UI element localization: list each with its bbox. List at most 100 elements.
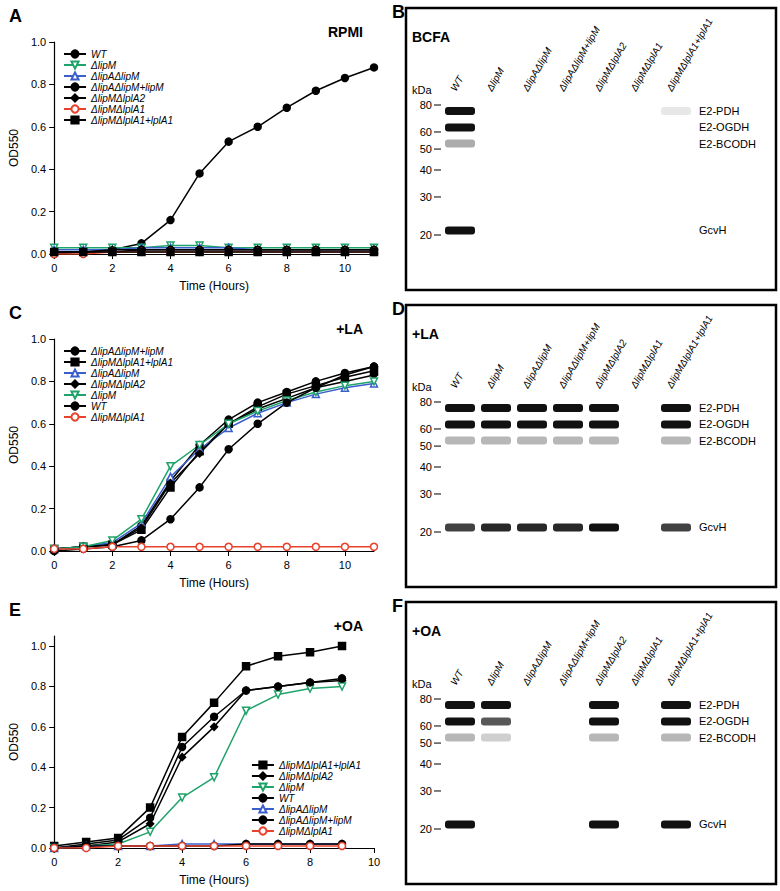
svg-text:0: 0	[51, 262, 57, 274]
svg-text:+LA: +LA	[412, 326, 439, 342]
svg-text:E2-BCODH: E2-BCODH	[699, 138, 756, 150]
svg-text:0.0: 0.0	[31, 842, 46, 854]
svg-text:kDa: kDa	[412, 678, 432, 690]
svg-text:WT: WT	[448, 370, 466, 390]
svg-text:2: 2	[115, 856, 121, 868]
svg-text:40: 40	[420, 758, 432, 770]
svg-text:30: 30	[420, 191, 432, 203]
svg-text:20: 20	[420, 526, 432, 538]
svg-text:ΔlipAΔlipM: ΔlipAΔlipM	[520, 45, 555, 94]
svg-text:RPMI: RPMI	[328, 24, 363, 40]
svg-text:+LA: +LA	[336, 321, 363, 337]
svg-text:0.2: 0.2	[31, 503, 46, 515]
svg-text:0: 0	[51, 856, 57, 868]
svg-text:Time (Hours): Time (Hours)	[179, 279, 249, 293]
svg-text:0.6: 0.6	[31, 721, 46, 733]
svg-text:ΔlipAΔlipM: ΔlipAΔlipM	[520, 639, 555, 688]
svg-text:ΔlipMΔlplA2: ΔlipMΔlplA2	[278, 771, 333, 782]
svg-text:0.0: 0.0	[31, 545, 46, 557]
svg-text:0.2: 0.2	[31, 206, 46, 218]
svg-text:ΔlipMΔlplA1: ΔlipMΔlplA1	[90, 412, 145, 423]
svg-text:ΔlipMΔlplA1: ΔlipMΔlplA1	[278, 826, 333, 837]
svg-text:80: 80	[420, 99, 432, 111]
svg-text:6: 6	[243, 856, 249, 868]
svg-text:4: 4	[179, 856, 185, 868]
svg-text:E2-PDH: E2-PDH	[699, 699, 739, 711]
svg-text:E2-OGDH: E2-OGDH	[699, 418, 749, 430]
svg-text:8: 8	[284, 262, 290, 274]
svg-text:10: 10	[339, 262, 351, 274]
svg-text:B: B	[392, 2, 405, 22]
svg-text:0.4: 0.4	[31, 163, 46, 175]
svg-text:E2-OGDH: E2-OGDH	[699, 715, 749, 727]
svg-text:ΔlipMΔlplA1: ΔlipMΔlplA1	[90, 104, 145, 115]
svg-text:ΔlipMΔlplA2: ΔlipMΔlplA2	[592, 337, 629, 391]
svg-text:50: 50	[420, 737, 432, 749]
svg-text:ΔlipAΔlipM+lipM: ΔlipAΔlipM+lipM	[90, 82, 164, 93]
svg-text:1.0: 1.0	[31, 333, 46, 345]
svg-text:ΔlipMΔlplA1+lplA1: ΔlipMΔlplA1+lplA1	[664, 610, 715, 687]
svg-text:ΔlipMΔlplA1+lplA1: ΔlipMΔlplA1+lplA1	[90, 357, 173, 368]
svg-text:ΔlipMΔlplA1+lplA1: ΔlipMΔlplA1+lplA1	[90, 115, 173, 126]
svg-text:E2-BCODH: E2-BCODH	[699, 435, 756, 447]
svg-text:0: 0	[51, 559, 57, 571]
svg-text:BCFA: BCFA	[412, 29, 450, 45]
svg-text:0.8: 0.8	[31, 680, 46, 692]
svg-text:F: F	[392, 596, 403, 616]
svg-text:0.4: 0.4	[31, 761, 46, 773]
svg-text:10: 10	[339, 559, 351, 571]
svg-text:WT: WT	[448, 667, 466, 687]
svg-text:GcvH: GcvH	[699, 224, 727, 236]
svg-text:Time (Hours): Time (Hours)	[179, 873, 249, 887]
svg-text:1.0: 1.0	[31, 640, 46, 652]
svg-text:60: 60	[420, 720, 432, 732]
svg-text:ΔlipMΔlplA1: ΔlipMΔlplA1	[628, 41, 665, 94]
svg-text:WT: WT	[279, 793, 295, 804]
svg-text:ΔlipAΔlipM: ΔlipAΔlipM	[278, 804, 328, 815]
svg-text:A: A	[9, 6, 22, 26]
svg-text:ΔlipMΔlplA2: ΔlipMΔlplA2	[90, 93, 145, 104]
svg-text:0.2: 0.2	[31, 802, 46, 814]
svg-text:E2-PDH: E2-PDH	[699, 402, 739, 414]
svg-text:OD550: OD550	[7, 426, 21, 464]
svg-text:30: 30	[420, 785, 432, 797]
svg-text:ΔlipMΔlplA1+lplA1: ΔlipMΔlplA1+lplA1	[664, 16, 715, 93]
svg-text:0.4: 0.4	[31, 460, 46, 472]
svg-text:ΔlipMΔlplA1: ΔlipMΔlplA1	[628, 338, 665, 391]
svg-text:GcvH: GcvH	[699, 818, 727, 830]
svg-text:E2-BCODH: E2-BCODH	[699, 732, 756, 744]
svg-text:80: 80	[420, 396, 432, 408]
svg-text:E2-OGDH: E2-OGDH	[699, 121, 749, 133]
svg-text:Time (Hours): Time (Hours)	[179, 576, 249, 590]
svg-text:8: 8	[284, 559, 290, 571]
svg-text:D: D	[392, 299, 405, 319]
svg-text:OD550: OD550	[7, 723, 21, 761]
svg-text:0.6: 0.6	[31, 418, 46, 430]
svg-text:ΔlipAΔlipM: ΔlipAΔlipM	[90, 71, 140, 82]
svg-text:ΔlipMΔlplA2: ΔlipMΔlplA2	[592, 634, 629, 688]
svg-text:50: 50	[420, 440, 432, 452]
svg-text:8: 8	[307, 856, 313, 868]
svg-text:ΔlipM: ΔlipM	[484, 65, 507, 94]
svg-text:0.8: 0.8	[31, 375, 46, 387]
svg-text:4: 4	[167, 262, 173, 274]
svg-text:C: C	[9, 303, 22, 323]
svg-text:80: 80	[420, 693, 432, 705]
svg-text:2: 2	[109, 559, 115, 571]
svg-text:6: 6	[226, 559, 232, 571]
svg-text:ΔlipMΔlplA2: ΔlipMΔlplA2	[592, 40, 629, 94]
svg-text:1.0: 1.0	[31, 36, 46, 48]
svg-text:kDa: kDa	[412, 381, 432, 393]
svg-text:ΔlipAΔlipM+lipM: ΔlipAΔlipM+lipM	[278, 815, 352, 826]
svg-text:ΔlipAΔlipM: ΔlipAΔlipM	[520, 342, 555, 391]
svg-text:ΔlipM: ΔlipM	[278, 782, 305, 793]
svg-text:40: 40	[420, 461, 432, 473]
svg-text:0.6: 0.6	[31, 121, 46, 133]
svg-text:ΔlipMΔlplA1: ΔlipMΔlplA1	[628, 635, 665, 688]
svg-text:30: 30	[420, 488, 432, 500]
svg-text:WT: WT	[91, 401, 107, 412]
svg-text:kDa: kDa	[412, 84, 432, 96]
svg-text:+OA: +OA	[412, 623, 441, 639]
svg-text:E: E	[9, 600, 21, 620]
svg-text:20: 20	[420, 229, 432, 241]
